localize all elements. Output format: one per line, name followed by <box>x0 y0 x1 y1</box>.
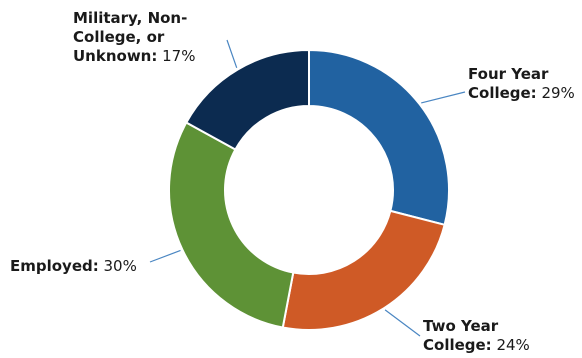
donut-slices <box>168 48 450 331</box>
slice-military-non-college-or-unknown <box>184 48 310 151</box>
slice-category-text: Employed: <box>10 257 99 275</box>
slice-value-text: 24% <box>492 336 530 354</box>
slice-four-year-college <box>308 48 450 227</box>
leader-line-employed <box>149 249 181 263</box>
slice-category-text: Unknown: <box>73 47 157 65</box>
leader-line-four-year-college <box>421 91 466 104</box>
slice-value-text: 30% <box>99 257 137 275</box>
slice-label-four-year-college: Four Year College: 29% <box>468 65 575 102</box>
slice-category-text: Two Year <box>423 317 499 335</box>
slice-label-employed: Employed: 30% <box>10 257 137 275</box>
slice-value-text: 17% <box>157 47 195 65</box>
slice-category-text: College: <box>423 336 492 354</box>
slice-category-text: College: <box>468 84 537 102</box>
leader-lines <box>149 39 466 337</box>
slice-labels: Four Year College: 29%Two Year College: 24… <box>10 9 575 354</box>
leader-line-military-non-college-or-unknown <box>226 39 238 68</box>
slice-two-year-college <box>281 209 446 331</box>
slice-label-military-non-college-or-unknown: Military, Non-College, or Unknown: 17% <box>73 9 195 65</box>
leader-line-two-year-college <box>384 309 421 337</box>
slice-label-two-year-college: Two Year College: 24% <box>423 317 530 354</box>
slice-category-text: Four Year <box>468 65 549 83</box>
slice-category-text: College, or <box>73 28 165 46</box>
slice-value-text: 29% <box>537 84 575 102</box>
slice-employed <box>168 121 295 329</box>
slice-category-text: Military, Non- <box>73 9 187 27</box>
